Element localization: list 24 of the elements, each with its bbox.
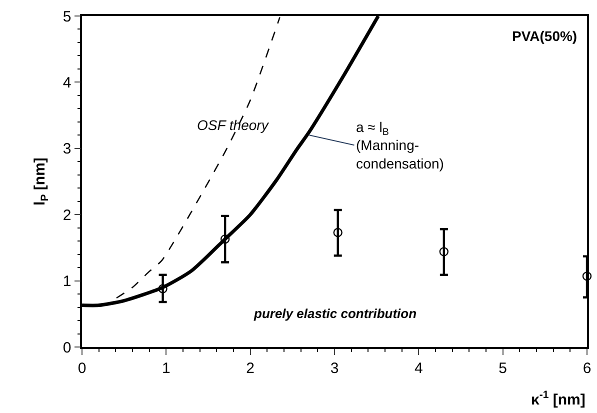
y-tick-label: 1 — [62, 273, 72, 290]
x-axis-title: κ$^{-1}$ [nm] — [531, 389, 586, 408]
point — [220, 234, 230, 244]
y-tick-label: 3 — [62, 140, 72, 158]
x-tick-label: 6 — [582, 360, 592, 377]
x-tick-label: 1 — [162, 360, 170, 377]
x-tick-label: 4 — [414, 360, 423, 377]
point — [582, 272, 592, 281]
point — [333, 228, 342, 238]
annotation: a ≈ l$_{B}$ (Manning- condensation) — [356, 119, 444, 172]
y-tick-label: 2 — [62, 206, 72, 224]
y-tick-label: 5 — [62, 8, 72, 26]
x-tick-label: 2 — [246, 360, 254, 377]
line-series — [116, 16, 280, 299]
x-tick-label: 3 — [330, 360, 339, 377]
point — [439, 247, 449, 256]
text: PVA(50%) — [512, 28, 578, 44]
y-tick-label: 0 — [62, 339, 72, 356]
x-tick-label: 0 — [78, 360, 86, 377]
y-tick-label: 4 — [62, 74, 72, 92]
annotation: purely elastic contribution — [253, 306, 417, 321]
annotation: OSF theory — [197, 117, 270, 133]
x-tick-label: 5 — [498, 360, 507, 377]
point — [158, 284, 168, 294]
